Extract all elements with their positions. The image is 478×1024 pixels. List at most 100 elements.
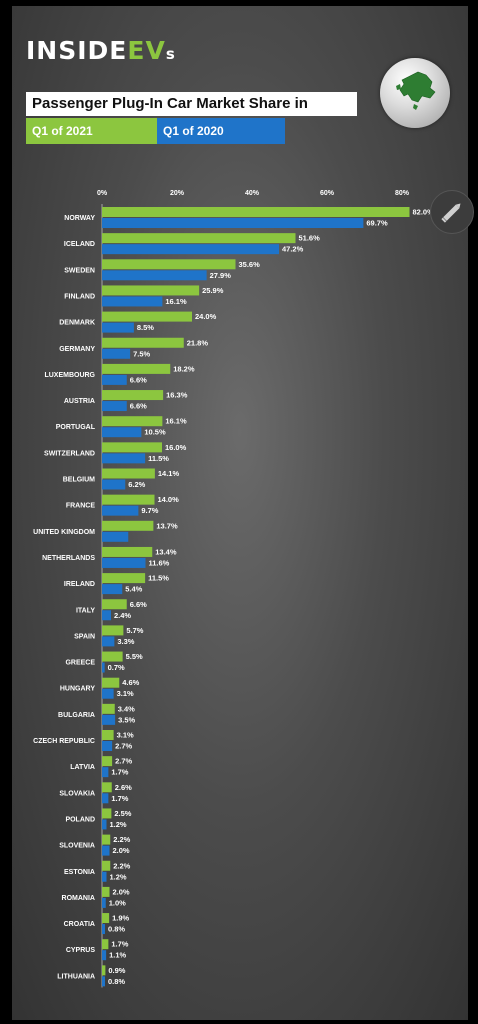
value-label-q1-2020: 3.3% — [117, 637, 134, 646]
bar-q1-2021 — [102, 363, 171, 374]
bar-q1-2020 — [102, 793, 109, 804]
insideevs-logo: INSIDEEVs — [26, 36, 176, 65]
bar-q1-2020 — [102, 427, 142, 438]
x-tick-label: 20% — [170, 190, 185, 197]
category-label: BULGARIA — [58, 712, 95, 719]
category-label: SWEDEN — [64, 267, 95, 274]
value-label-q1-2020: 9.7% — [141, 506, 158, 515]
value-label-q1-2020: 11.6% — [149, 558, 170, 567]
bar-q1-2021 — [102, 337, 184, 348]
bar-q1-2021 — [102, 808, 112, 819]
value-label-q1-2021: 21.8% — [187, 338, 209, 347]
chart-frame: INSIDEEVs Passenger Plug-In Car Market S… — [12, 6, 468, 1020]
category-label: NETHERLANDS — [42, 555, 95, 562]
value-label-q1-2020: 0.8% — [108, 977, 125, 986]
value-label-q1-2020: 11.5% — [148, 454, 169, 463]
value-label-q1-2021: 2.2% — [113, 835, 130, 844]
bar-q1-2020 — [102, 976, 105, 987]
edit-button[interactable] — [430, 190, 474, 234]
bar-q1-2020 — [102, 296, 163, 307]
value-label-q1-2021: 0.9% — [108, 966, 125, 975]
value-label-q1-2020: 6.6% — [130, 402, 147, 411]
bar-q1-2021 — [102, 207, 410, 217]
bar-q1-2021 — [102, 520, 154, 531]
value-label-q1-2020: 1.7% — [111, 768, 128, 777]
category-label: GREECE — [65, 660, 95, 667]
bar-q1-2021 — [102, 311, 192, 322]
value-label-q1-2021: 51.6% — [299, 234, 321, 243]
value-label-q1-2020: 1.2% — [110, 872, 127, 881]
bar-q1-2021 — [102, 677, 120, 688]
value-label-q1-2021: 2.7% — [115, 757, 132, 766]
bar-q1-2020 — [102, 662, 105, 673]
value-label-q1-2021: 13.7% — [156, 521, 178, 530]
value-label-q1-2021: 82.0% — [413, 208, 435, 217]
value-label-q1-2020: 0.8% — [108, 925, 125, 934]
category-label: BELGIUM — [63, 477, 95, 484]
category-label: LUXEMBOURG — [44, 372, 95, 379]
value-label-q1-2021: 35.6% — [239, 260, 261, 269]
bar-q1-2020 — [102, 401, 127, 412]
bar-q1-2020 — [102, 610, 111, 621]
bar-q1-2020 — [102, 374, 127, 385]
bar-q1-2020 — [102, 897, 106, 908]
bar-q1-2021 — [102, 259, 236, 270]
europe-globe-icon — [380, 58, 450, 128]
value-label-q1-2020: 5.4% — [125, 585, 142, 594]
value-label-q1-2021: 2.5% — [114, 809, 131, 818]
category-label: SWITZERLAND — [44, 450, 95, 457]
value-label-q1-2020: 2.7% — [115, 742, 132, 751]
bar-q1-2020 — [102, 531, 129, 542]
category-label: POLAND — [65, 816, 95, 823]
category-label: SLOVAKIA — [59, 790, 95, 797]
value-label-q1-2020: 7.5% — [133, 349, 150, 358]
bar-q1-2020 — [102, 845, 110, 856]
value-label-q1-2021: 16.3% — [166, 391, 188, 400]
value-label-q1-2020: 27.9% — [210, 271, 232, 280]
x-tick-label: 60% — [320, 190, 335, 197]
value-label-q1-2020: 47.2% — [282, 245, 304, 254]
bar-q1-2020 — [102, 479, 126, 490]
value-label-q1-2021: 16.1% — [165, 417, 187, 426]
bar-q1-2020 — [102, 348, 131, 359]
bar-q1-2020 — [102, 871, 107, 882]
value-label-q1-2021: 2.0% — [113, 887, 130, 896]
category-label: LITHUANIA — [57, 973, 95, 980]
bar-q1-2020 — [102, 819, 107, 830]
value-label-q1-2021: 18.2% — [173, 364, 195, 373]
category-label: GERMANY — [59, 346, 95, 353]
value-label-q1-2021: 13.4% — [155, 547, 177, 556]
value-label-q1-2021: 24.0% — [195, 312, 217, 321]
value-label-q1-2020: 1.7% — [111, 794, 128, 803]
category-label: CYPRUS — [66, 947, 96, 954]
bar-q1-2021 — [102, 573, 146, 584]
value-label-q1-2020: 0.7% — [108, 663, 125, 672]
value-label-q1-2020: 6.2% — [128, 480, 145, 489]
value-label-q1-2020: 3.1% — [117, 689, 134, 698]
bar-q1-2021 — [102, 651, 123, 662]
value-label-q1-2021: 2.6% — [115, 783, 132, 792]
bar-q1-2021 — [102, 599, 127, 610]
category-label: FINLAND — [64, 293, 95, 300]
bar-q1-2021 — [102, 834, 111, 845]
bar-q1-2021 — [102, 886, 110, 897]
value-label-q1-2021: 14.0% — [158, 495, 180, 504]
bar-q1-2020 — [102, 218, 364, 228]
x-tick-label: 0% — [97, 190, 108, 197]
value-label-q1-2021: 3.4% — [118, 704, 135, 713]
bar-q1-2020 — [102, 322, 134, 333]
category-label: IRELAND — [64, 581, 95, 588]
value-label-q1-2021: 5.7% — [126, 626, 143, 635]
bar-q1-2020 — [102, 688, 114, 699]
x-tick-label: 40% — [245, 190, 260, 197]
value-label-q1-2020: 3.5% — [118, 715, 135, 724]
bar-q1-2021 — [102, 390, 164, 401]
value-label-q1-2021: 5.5% — [126, 652, 143, 661]
category-label: SLOVENIA — [59, 843, 95, 850]
bar-q1-2020 — [102, 584, 123, 595]
bar-q1-2021 — [102, 233, 296, 244]
bar-q1-2021 — [102, 939, 109, 950]
value-label-q1-2020: 2.0% — [113, 846, 130, 855]
bar-q1-2020 — [102, 714, 116, 725]
